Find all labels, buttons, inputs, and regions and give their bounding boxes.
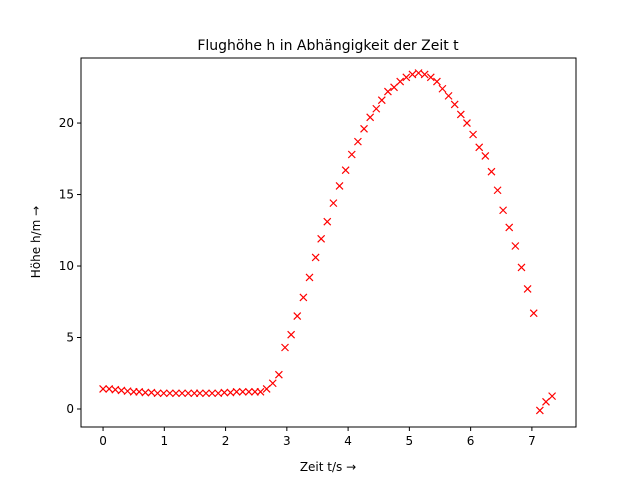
marker: [323, 217, 332, 226]
marker: [311, 253, 320, 262]
y-tick-label: 5: [66, 331, 74, 345]
marker: [505, 223, 514, 232]
chart-title: Flughöhe h in Abhängigkeit der Zeit t: [197, 38, 459, 54]
marker: [481, 152, 490, 160]
marker: [542, 397, 550, 406]
marker: [329, 199, 338, 208]
marker: [450, 100, 459, 109]
marker: [383, 87, 392, 96]
marker: [517, 263, 526, 272]
x-tick-label: 6: [467, 434, 475, 448]
marker: [499, 206, 508, 215]
marker: [390, 83, 398, 92]
marker: [317, 234, 326, 243]
x-axis-label: Zeit t/s →: [300, 460, 356, 474]
marker: [232, 387, 241, 396]
marker: [529, 309, 538, 318]
x-tick-label: 7: [528, 434, 536, 448]
marker: [366, 113, 375, 122]
marker: [165, 389, 174, 398]
marker: [475, 143, 484, 152]
marker: [262, 385, 271, 393]
marker: [511, 242, 520, 250]
marker: [299, 293, 308, 302]
x-tick-label: 0: [99, 434, 107, 448]
marker: [469, 130, 478, 139]
marker: [372, 104, 381, 113]
marker: [433, 77, 441, 86]
marker: [396, 77, 405, 86]
marker: [523, 284, 532, 293]
marker: [256, 387, 265, 396]
marker: [202, 389, 210, 398]
marker: [402, 73, 411, 82]
marker: [414, 69, 423, 77]
marker: [335, 182, 344, 190]
marker: [208, 389, 217, 398]
marker: [141, 388, 150, 397]
marker: [456, 110, 465, 119]
marker: [281, 343, 289, 352]
y-tick-label: 15: [59, 188, 74, 202]
marker: [548, 392, 557, 401]
marker: [535, 406, 544, 415]
x-tick-label: 2: [222, 434, 230, 448]
marker: [274, 370, 283, 379]
marker: [463, 119, 471, 127]
marker: [493, 186, 502, 195]
plot-frame: [80, 57, 577, 428]
x-tick-label: 1: [160, 434, 168, 448]
x-tick-label: 4: [344, 434, 352, 448]
marker: [487, 167, 496, 176]
marker: [238, 387, 247, 396]
marker: [438, 84, 447, 93]
x-tick-label: 3: [283, 434, 291, 448]
marker: [341, 166, 350, 175]
marker: [244, 387, 253, 396]
marker: [420, 70, 429, 79]
y-tick-label: 10: [59, 259, 74, 273]
y-tick-label: 20: [59, 116, 74, 130]
marker: [377, 96, 386, 105]
marker: [220, 388, 229, 397]
marker: [305, 273, 314, 282]
marker: [287, 330, 296, 339]
marker: [172, 389, 180, 398]
x-tick-label: 5: [406, 434, 414, 448]
marker: [360, 124, 368, 133]
marker: [195, 389, 204, 398]
marker: [159, 389, 168, 398]
marker: [293, 312, 302, 320]
marker: [426, 73, 435, 82]
y-axis-label: Höhe h/m →: [29, 206, 43, 278]
marker: [99, 385, 107, 393]
y-tick-label: 0: [66, 402, 74, 416]
marker: [268, 379, 277, 388]
marker: [347, 150, 356, 159]
marker: [153, 389, 162, 398]
marker: [408, 70, 417, 79]
marker: [178, 389, 187, 398]
marker: [444, 91, 453, 100]
marker: [353, 137, 362, 146]
marker: [184, 389, 193, 398]
